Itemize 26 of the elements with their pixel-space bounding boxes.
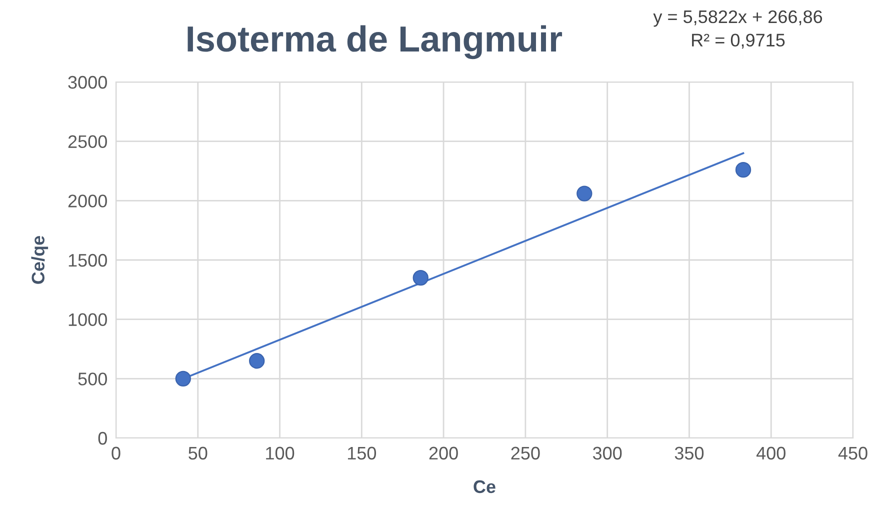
x-tick-label: 0 xyxy=(112,446,120,460)
x-tick-label: 200 xyxy=(429,446,458,460)
x-tick-label: 300 xyxy=(592,446,622,460)
x-tick-label: 50 xyxy=(188,446,208,460)
x-tick-label: 450 xyxy=(838,446,868,460)
point xyxy=(735,162,752,178)
x-tick-label: 150 xyxy=(348,446,376,460)
point xyxy=(576,186,592,202)
y-tick-label: 0 xyxy=(98,432,107,445)
y-tick-label: 3000 xyxy=(68,76,107,89)
x-tick-label: 350 xyxy=(674,446,704,460)
text: y = 5,5822x + 266,86 R² = 0,9715 xyxy=(653,10,822,49)
point xyxy=(175,370,191,387)
point xyxy=(412,270,428,286)
x-tick-label: 250 xyxy=(511,446,540,460)
y-tick-label: 1500 xyxy=(68,254,107,267)
y-tick-label: 2000 xyxy=(68,194,107,208)
y-tick-label: 500 xyxy=(78,372,107,386)
x-tick-label: 100 xyxy=(266,446,294,460)
chart-title: Isoterma de Langmuir xyxy=(188,25,562,60)
point xyxy=(249,353,265,369)
y-tick-label: 1000 xyxy=(68,313,107,326)
x-axis-title: Ce xyxy=(474,480,496,494)
y-tick-label: 2500 xyxy=(68,135,107,148)
y-axis-title: Ce/qe xyxy=(31,236,48,284)
x-tick-label: 400 xyxy=(756,446,786,460)
